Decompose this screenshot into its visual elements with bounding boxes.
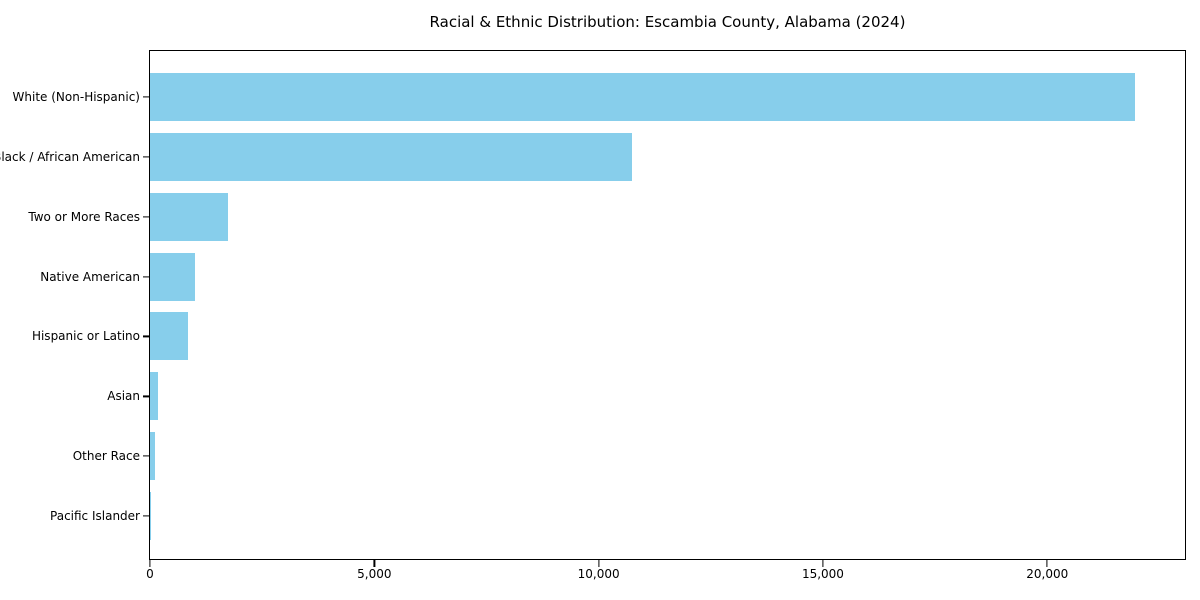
y-axis-tick — [143, 395, 150, 397]
x-axis-tick — [373, 560, 375, 568]
y-axis-tick — [143, 275, 150, 278]
bar-row: Other Race — [73, 426, 1185, 486]
x-tick-label: 10,000 — [577, 567, 620, 581]
bar-row: Pacific Islander — [50, 486, 1185, 546]
bar — [150, 312, 189, 361]
chart-title: Racial & Ethnic Distribution: Escambia C… — [429, 13, 906, 31]
y-axis-tick — [143, 515, 150, 517]
category-label: Native American — [40, 269, 140, 284]
x-axis-tick — [149, 560, 151, 568]
bar — [150, 432, 156, 481]
category-label: Two or More Races — [28, 209, 140, 224]
x-axis-tick — [1046, 560, 1048, 568]
category-label: Hispanic or Latino — [31, 329, 140, 344]
category-label: Pacific Islander — [50, 509, 140, 524]
bars-container: White (Non-Hispanic) Black / African Amer… — [0, 51, 1185, 559]
category-label: Black / African American — [0, 149, 140, 164]
bar — [150, 192, 229, 241]
bar — [150, 372, 158, 421]
x-tick-label: 20,000 — [1026, 567, 1069, 581]
y-axis-tick — [143, 156, 150, 158]
bar-row: Native American — [40, 247, 1185, 307]
bar-row: Black / African American — [0, 127, 1185, 187]
y-axis-tick — [143, 455, 150, 457]
y-axis-tick — [143, 216, 150, 218]
x-tick-label: 0 — [146, 567, 154, 581]
x-tick-label: 15,000 — [801, 567, 844, 581]
x-axis-tick — [598, 560, 600, 568]
category-label: White (Non-Hispanic) — [12, 89, 140, 104]
bar — [150, 252, 196, 301]
plot-area: White (Non-Hispanic) Black / African Amer… — [0, 50, 1186, 580]
category-label: Other Race — [72, 449, 140, 464]
bar — [150, 132, 632, 181]
category-label: Asian — [107, 389, 140, 404]
y-axis-tick — [143, 96, 150, 98]
x-axis-tick — [822, 560, 824, 568]
bar-row: Asian — [107, 366, 1185, 426]
bar-row: White (Non-Hispanic) — [13, 67, 1185, 127]
bar — [150, 72, 1135, 121]
y-axis-tick — [143, 335, 150, 338]
x-tick-label: 5,000 — [357, 567, 392, 581]
bar-row: Hispanic or Latino — [32, 307, 1185, 367]
bar-row: Two or More Races — [28, 187, 1185, 247]
